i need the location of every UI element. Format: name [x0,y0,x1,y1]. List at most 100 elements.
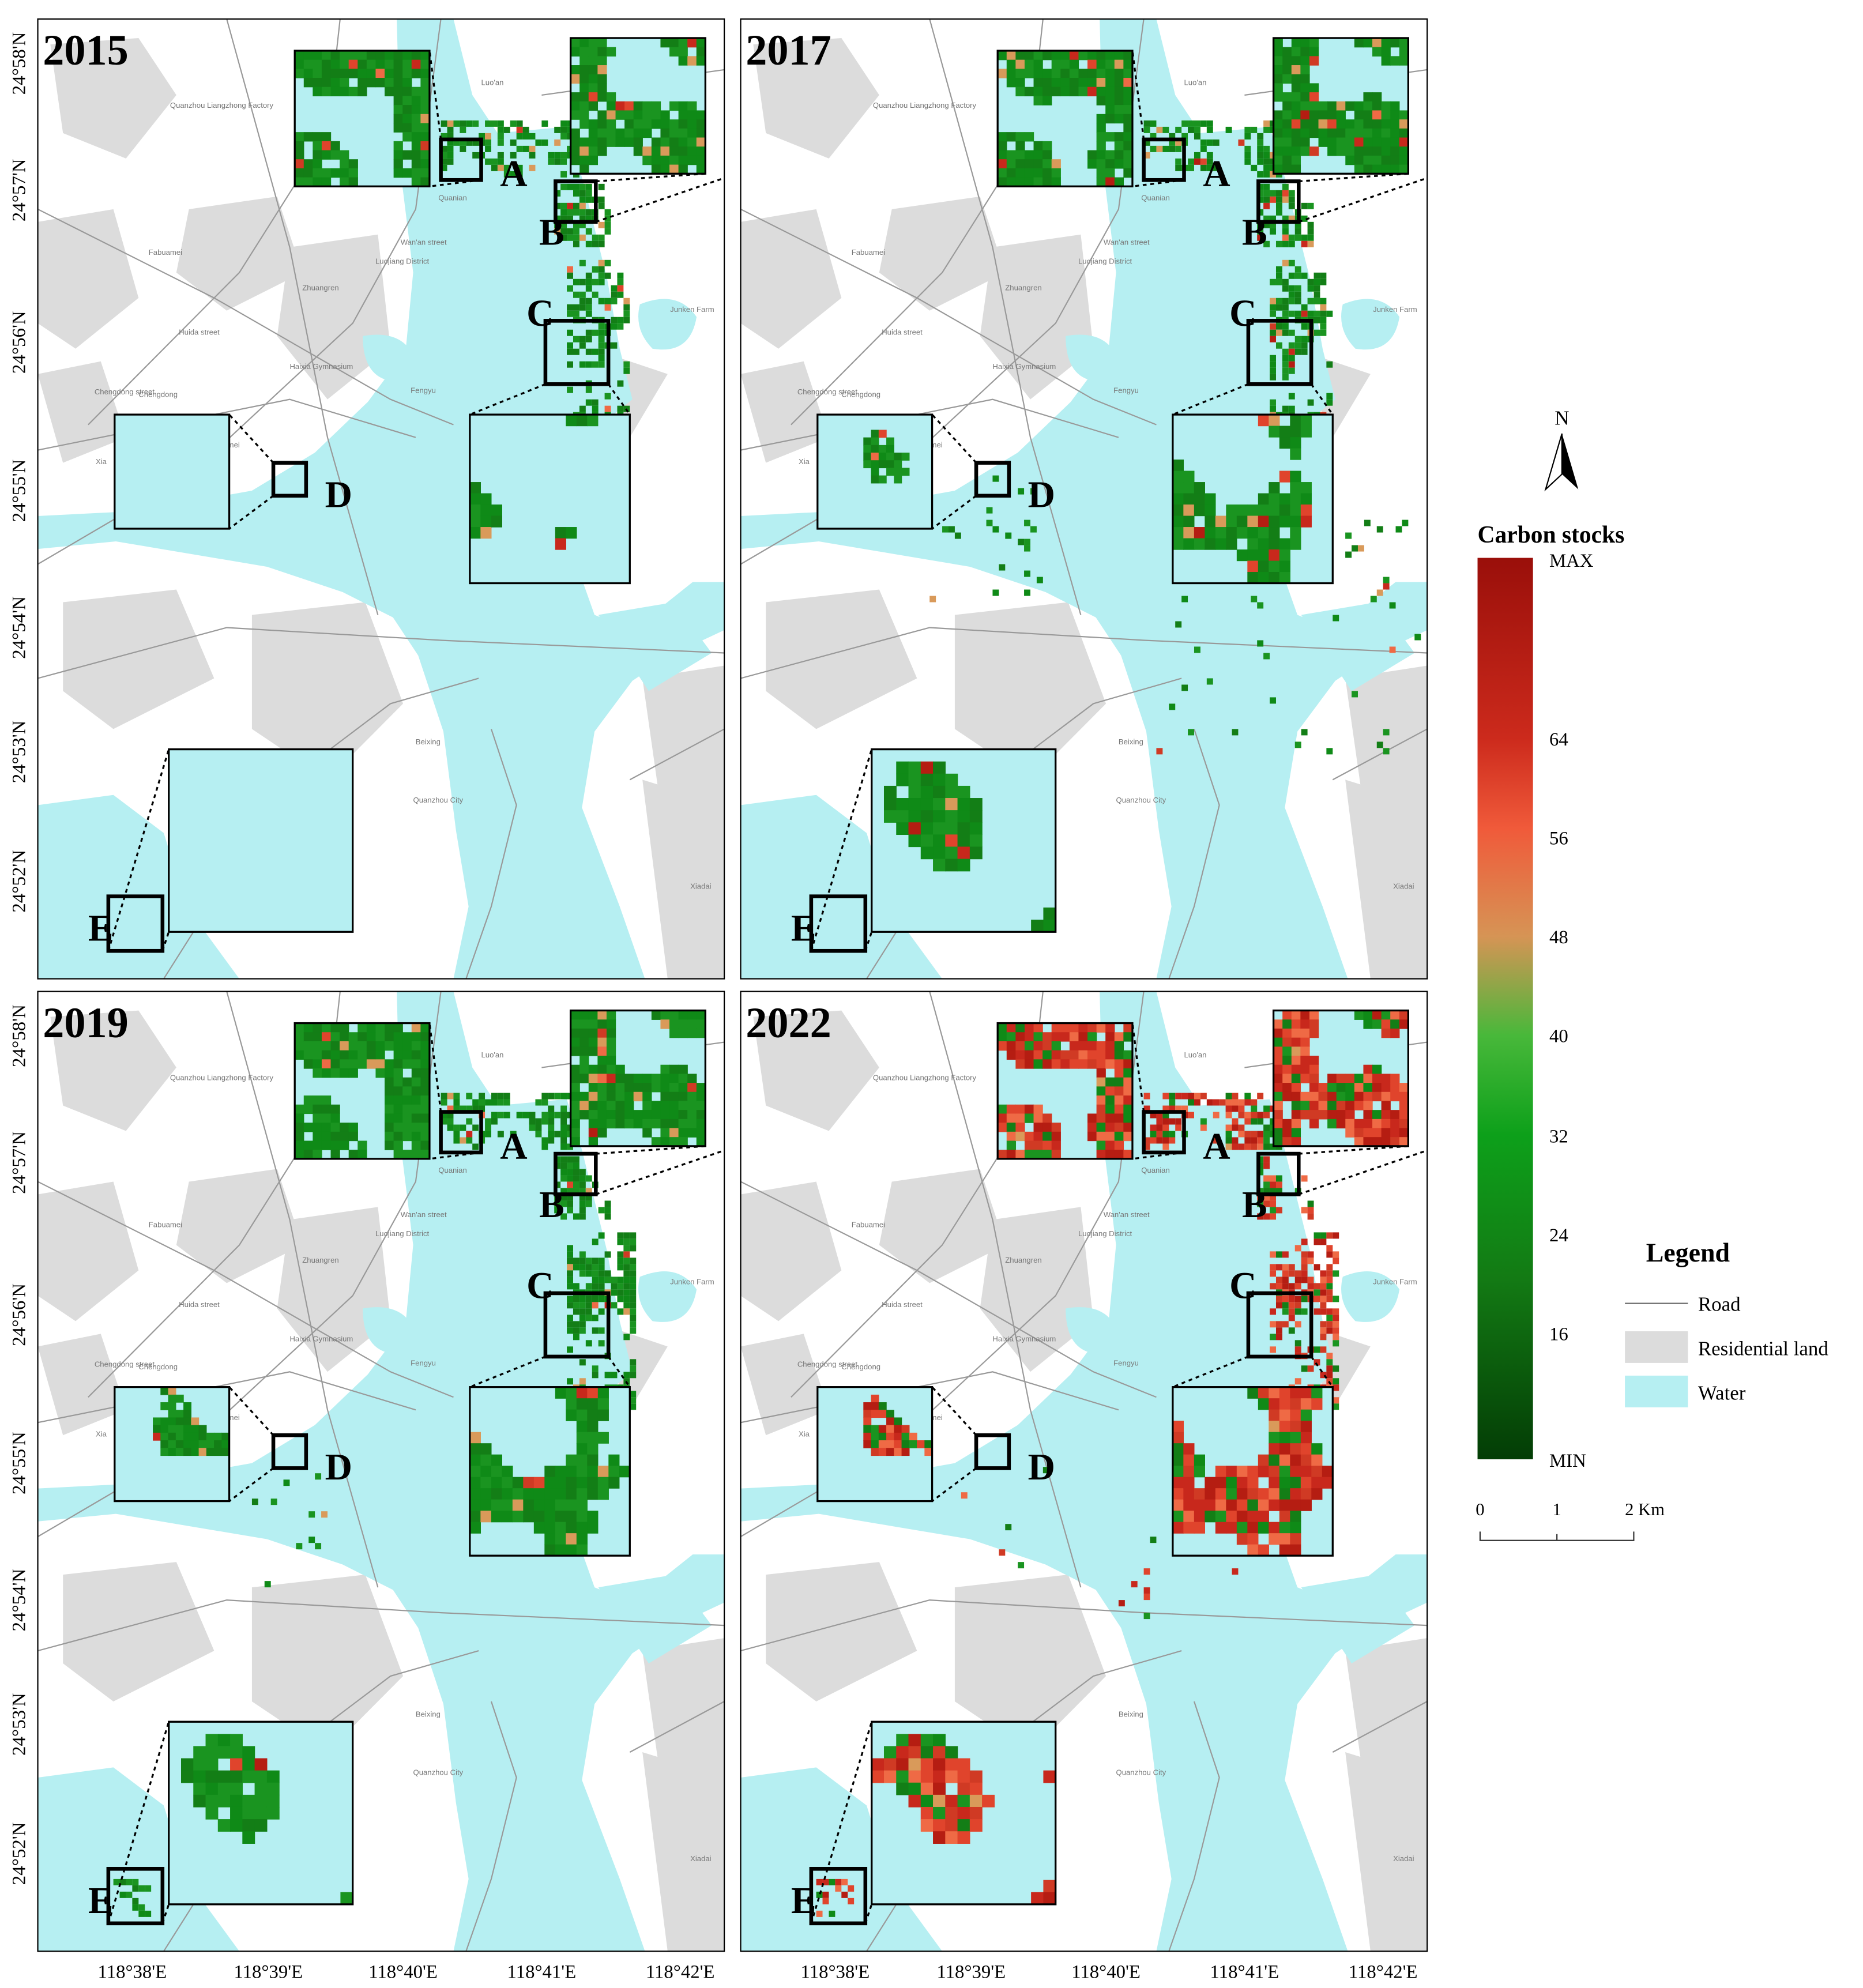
inset-cell [1381,47,1391,57]
inset-cell [587,1409,599,1421]
inset-cell [1390,146,1400,156]
inset-cell [153,1417,161,1426]
mangrove-cell [1244,126,1251,133]
inset-cell [920,1782,934,1795]
inset-cell [669,1101,679,1110]
mangrove-cell [1270,310,1276,317]
mangrove-cell [1288,1296,1295,1302]
mangrove-cell [453,120,460,127]
inset-cell [871,468,879,476]
mangrove-cell [1288,259,1295,266]
mangrove-cell [1188,1099,1194,1106]
mangrove-cell [529,164,536,171]
inset-cell [1042,78,1052,88]
inset-cell [1247,1499,1259,1511]
mangrove-cell [592,291,599,298]
inset-cell [883,1758,897,1771]
mangrove-cell [1270,1270,1276,1277]
inset-cell [1363,1019,1373,1029]
inset-cell [570,1091,580,1102]
residential [251,1575,404,1752]
residential [766,589,917,729]
mangrove-cell [954,532,961,539]
mangrove-cell [585,1264,592,1271]
mangrove-cell [1326,1365,1333,1372]
inset-cell [393,1059,403,1069]
mangrove-cell [1263,1137,1270,1144]
inset-cell [1279,1421,1290,1433]
inset-cell [1279,1443,1290,1455]
mangrove-cell [585,1194,592,1201]
inset-cell [175,1425,184,1433]
inset-cell [1033,1113,1043,1123]
inset-cell [385,1123,394,1132]
inset-cell [1105,105,1115,115]
mangrove-cell [1282,329,1289,336]
inset-cell [678,128,688,138]
mangrove-cell [1307,1207,1314,1214]
inset-cell [945,1806,958,1820]
mangrove-cell [560,1137,567,1144]
mangrove-cell [1169,1137,1176,1144]
mangrove-cell [1333,615,1339,622]
mangrove-cell [1275,298,1282,304]
inset-cell [1372,1019,1382,1029]
mangrove-cell [441,152,447,159]
mangrove-cell [1294,291,1301,298]
mangrove-cell [592,1372,599,1379]
inset-cell [1290,470,1301,483]
inset-cell [375,1041,385,1051]
mangrove-cell [1263,145,1270,152]
mangrove-cell [1320,317,1327,323]
mangrove-cell [453,139,460,146]
inset-cell [1033,1032,1043,1042]
mangrove-cell [598,234,605,241]
inset-cell [469,1443,481,1455]
inset-cell [678,1019,688,1029]
inset-cell [1236,1511,1248,1523]
inset-cell [191,1440,200,1448]
inset-cell [1247,1466,1259,1478]
inset-cell [321,1131,332,1142]
inset-cell [1015,141,1025,151]
inset-cell [512,1477,524,1489]
mangrove-cell [541,1137,548,1144]
mangrove-cell [1294,336,1301,342]
inset-cell [1273,1046,1283,1056]
mangrove-cell [270,1498,277,1505]
mangrove-cell [1263,158,1270,165]
inset-cell [1043,1880,1056,1893]
mangrove-cell [1232,1124,1239,1131]
inset-cell [871,1402,879,1410]
inset-cell [1033,168,1043,178]
road [226,18,379,615]
inset-cell [1279,1398,1290,1410]
inset-cell [1336,119,1346,129]
inset-cell [1363,164,1373,174]
mangrove-cell [1333,1403,1339,1410]
inset-cell [480,1466,492,1478]
place-label: Xiadai [690,1854,711,1863]
inset-cell [1123,1032,1133,1042]
mangrove-cell [1307,202,1314,209]
inset-cell [313,177,322,187]
mangrove-cell [567,266,573,273]
mangrove-cell [579,304,586,311]
mangrove-cell [604,1213,611,1220]
inset-cell [1273,164,1283,174]
mangrove-cell [560,202,567,209]
mangrove-cell [1275,209,1282,216]
mangrove-cell [516,133,523,140]
inset-cell [1114,105,1124,115]
mangrove-cell [604,393,611,400]
inset-cell [266,1806,280,1820]
mangrove-cell [567,304,573,311]
inset-cell [660,164,670,174]
inset-cell [1247,1522,1259,1534]
inset-cell [998,150,1007,160]
inset-cell [969,1806,983,1820]
mangrove-cell [585,190,592,197]
mangrove-cell [592,240,599,247]
inset-cell [469,1511,481,1523]
mangrove-cell [126,1878,133,1885]
